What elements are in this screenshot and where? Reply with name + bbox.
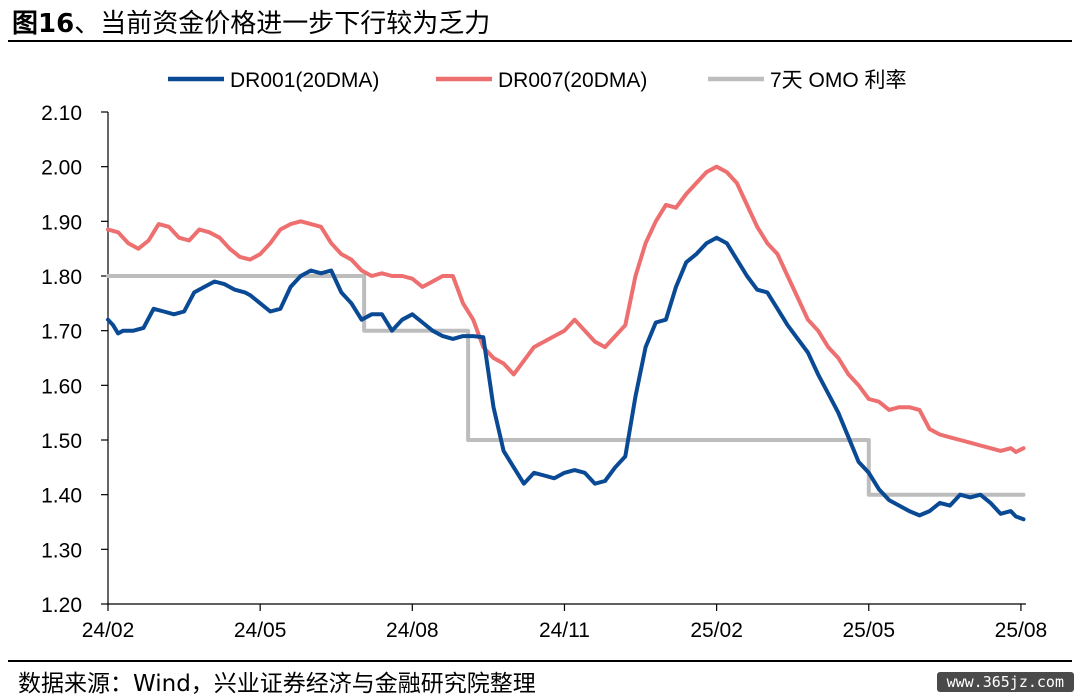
x-tick-label: 25/05 <box>842 619 895 642</box>
y-tick-label: 2.00 <box>41 157 82 180</box>
series-line-2 <box>106 274 1026 497</box>
x-tick-label: 24/08 <box>386 619 439 642</box>
y-tick-label: 1.80 <box>41 266 82 289</box>
x-tick-label: 24/02 <box>82 619 135 642</box>
line-chart: DR001(20DMA) DR007(20DMA) 7天 OMO 利率 1.201.… <box>41 69 1047 642</box>
chart-axes: 1.20 1.30 1.40 1.50 1.60 1.70 1.80 1.90 2.00 2.10… <box>41 102 1047 642</box>
chart-series <box>106 164 1026 522</box>
x-tick-label: 25/08 <box>995 619 1048 642</box>
y-tick-label: 1.40 <box>41 485 82 508</box>
bottom-rule <box>8 660 1072 662</box>
series-line-0 <box>106 235 1026 522</box>
legend-label: DR007(20DMA) <box>498 69 647 92</box>
watermark: www.365jz.com <box>936 672 1074 692</box>
y-tick-label: 1.70 <box>41 321 82 344</box>
legend-label: DR001(20DMA) <box>230 69 379 92</box>
series-line-1 <box>106 164 1026 454</box>
chart-legend: DR001(20DMA) DR007(20DMA) 7天 OMO 利率 <box>168 69 907 92</box>
x-tick-label: 25/02 <box>690 619 743 642</box>
y-tick-label: 1.90 <box>41 211 82 234</box>
figure-title-text: 、当前资金价格进一步下行较为乏力 <box>74 9 491 39</box>
y-tick-label: 1.50 <box>41 430 82 453</box>
top-rule <box>8 40 1072 42</box>
y-tick-label: 1.20 <box>41 594 82 617</box>
figure-number: 图16 <box>12 9 75 39</box>
y-tick-label: 1.30 <box>41 539 82 562</box>
y-tick-label: 2.10 <box>41 102 82 125</box>
x-tick-label: 24/11 <box>539 619 590 642</box>
legend-label: 7天 OMO 利率 <box>770 69 907 92</box>
source-note: 数据来源：Wind，兴业证券经济与金融研究院整理 <box>18 671 536 697</box>
y-tick-label: 1.60 <box>41 375 82 398</box>
figure-title: 图16、当前资金价格进一步下行较为乏力 <box>12 3 490 40</box>
x-tick-label: 24/05 <box>234 619 287 642</box>
